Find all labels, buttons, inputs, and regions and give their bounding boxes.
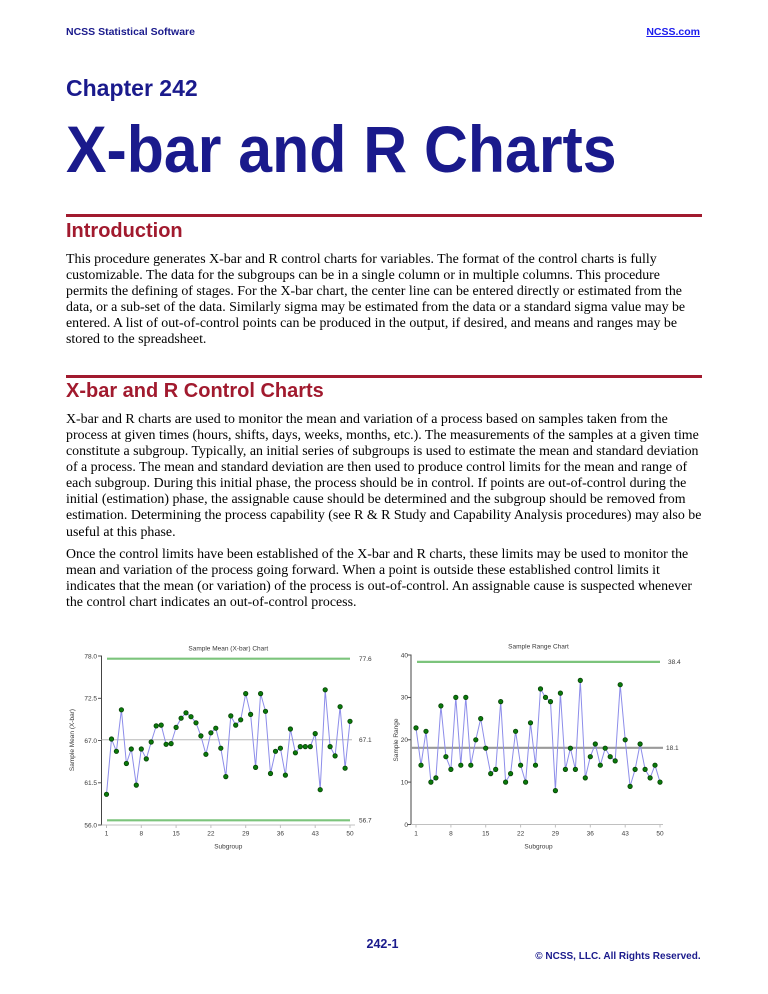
svg-text:Sample Mean (X-bar): Sample Mean (X-bar) bbox=[69, 709, 76, 771]
svg-text:Subgroup: Subgroup bbox=[214, 844, 243, 851]
svg-text:56.7: 56.7 bbox=[359, 818, 372, 825]
svg-text:15: 15 bbox=[172, 831, 180, 838]
svg-text:77.6: 77.6 bbox=[359, 656, 372, 663]
svg-text:1: 1 bbox=[414, 831, 418, 838]
svg-text:30: 30 bbox=[401, 695, 409, 702]
svg-text:22: 22 bbox=[517, 831, 525, 838]
svg-text:67.1: 67.1 bbox=[359, 737, 372, 744]
svg-text:Sample Range Chart: Sample Range Chart bbox=[508, 643, 569, 650]
svg-text:Sample Mean (X-bar) Chart: Sample Mean (X-bar) Chart bbox=[188, 645, 268, 652]
svg-text:38.4: 38.4 bbox=[668, 659, 681, 666]
svg-text:8: 8 bbox=[139, 831, 143, 838]
svg-text:29: 29 bbox=[552, 831, 560, 838]
svg-text:78.0: 78.0 bbox=[84, 653, 97, 660]
svg-text:50: 50 bbox=[346, 831, 354, 838]
svg-text:36: 36 bbox=[277, 831, 285, 838]
svg-text:10: 10 bbox=[401, 779, 409, 786]
svg-text:8: 8 bbox=[449, 831, 453, 838]
svg-text:43: 43 bbox=[622, 831, 630, 838]
svg-text:15: 15 bbox=[482, 831, 490, 838]
svg-text:20: 20 bbox=[401, 737, 409, 744]
svg-text:40: 40 bbox=[401, 652, 409, 659]
svg-text:Sample Range: Sample Range bbox=[393, 718, 400, 761]
svg-text:43: 43 bbox=[312, 831, 320, 838]
svg-text:0: 0 bbox=[404, 822, 408, 829]
svg-text:50: 50 bbox=[656, 831, 664, 838]
svg-text:67.0: 67.0 bbox=[84, 738, 97, 745]
svg-text:72.5: 72.5 bbox=[84, 696, 97, 703]
svg-text:1: 1 bbox=[105, 831, 109, 838]
svg-text:36: 36 bbox=[587, 831, 595, 838]
svg-text:Subgroup: Subgroup bbox=[524, 844, 553, 851]
svg-text:18.1: 18.1 bbox=[666, 745, 679, 752]
svg-text:56.0: 56.0 bbox=[84, 822, 97, 829]
svg-text:22: 22 bbox=[207, 831, 215, 838]
svg-text:61.5: 61.5 bbox=[84, 780, 97, 787]
svg-text:29: 29 bbox=[242, 831, 250, 838]
